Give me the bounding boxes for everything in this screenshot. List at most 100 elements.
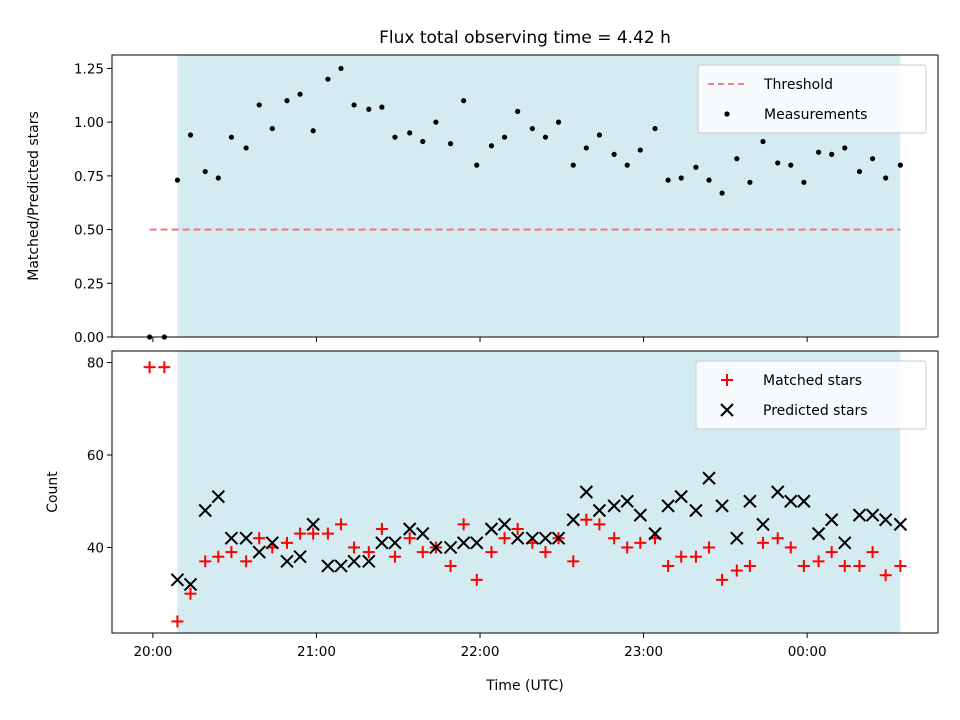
measurement-point bbox=[856, 168, 863, 175]
bottom-legend-box bbox=[695, 360, 927, 430]
matched-star-point bbox=[334, 518, 347, 531]
measurement-point bbox=[788, 162, 794, 168]
bottom-legend: Matched stars Predicted stars bbox=[695, 360, 927, 430]
predicted-star-point bbox=[347, 554, 361, 569]
matched-star-point bbox=[388, 550, 401, 563]
predicted-star-point bbox=[674, 489, 688, 504]
matched-star-point bbox=[730, 564, 743, 577]
predicted-star-point bbox=[797, 494, 811, 508]
top-y-axis-label: Matched/Predicted stars bbox=[26, 111, 42, 281]
measurement-point bbox=[611, 151, 617, 157]
measurement-point bbox=[706, 177, 712, 183]
matched-star-point bbox=[321, 527, 334, 540]
measurement-point bbox=[570, 162, 576, 168]
measurement-point bbox=[174, 177, 181, 183]
legend-measurements-label: Measurements bbox=[764, 107, 867, 123]
measurement-point bbox=[515, 108, 521, 114]
measurement-point bbox=[529, 125, 535, 132]
measurement-point bbox=[433, 119, 439, 125]
predicted-star-point bbox=[510, 531, 525, 545]
y-tick-label: 40 bbox=[87, 540, 104, 556]
measurement-point bbox=[678, 175, 684, 181]
bottom-axes-frame bbox=[111, 350, 939, 634]
measurement-point bbox=[542, 134, 549, 140]
predicted-star-point bbox=[170, 573, 185, 587]
predicted-star-point bbox=[730, 531, 744, 545]
predicted-star-point bbox=[183, 577, 198, 592]
y-tick-label: 60 bbox=[87, 448, 104, 464]
predicted-star-point bbox=[402, 522, 417, 536]
matched-star-point bbox=[294, 527, 307, 540]
measurement-point bbox=[637, 147, 643, 153]
predicted-star-point bbox=[743, 494, 757, 508]
legend-measurements-swatch bbox=[724, 111, 730, 117]
x-tick-label: 20:00 bbox=[133, 644, 172, 660]
predicted-star-point bbox=[893, 517, 908, 532]
matched-star-point bbox=[444, 559, 457, 572]
predicted-star-point bbox=[484, 522, 499, 536]
predicted-star-point bbox=[429, 540, 443, 555]
measurement-point bbox=[187, 132, 194, 138]
matched-star-point bbox=[281, 536, 294, 549]
measurement-point bbox=[366, 106, 372, 112]
y-tick-label: 0.75 bbox=[74, 169, 104, 185]
y-tick-label: 1.25 bbox=[74, 61, 104, 77]
predicted-star-point bbox=[525, 531, 540, 545]
predicted-star-point bbox=[648, 526, 662, 541]
predicted-stars-series bbox=[170, 471, 908, 592]
measurement-point bbox=[747, 179, 753, 185]
top-axes-frame bbox=[111, 54, 939, 338]
measurement-point bbox=[256, 102, 262, 108]
predicted-star-point bbox=[661, 499, 675, 513]
matched-star-point bbox=[143, 361, 156, 374]
predicted-star-point bbox=[865, 508, 880, 522]
y-tick-label: 1.00 bbox=[74, 115, 104, 131]
matched-star-point bbox=[171, 615, 184, 628]
measurement-point bbox=[583, 145, 589, 151]
predicted-star-point bbox=[592, 503, 607, 518]
measurement-point bbox=[815, 149, 822, 155]
matched-star-point bbox=[498, 532, 511, 545]
matched-star-point bbox=[689, 550, 702, 563]
predicted-star-point bbox=[456, 536, 471, 550]
measurement-point bbox=[215, 175, 221, 181]
matched-star-point bbox=[879, 569, 892, 582]
matched-star-point bbox=[199, 555, 212, 568]
top-legend-box bbox=[697, 64, 927, 134]
measurement-point bbox=[243, 145, 249, 151]
predicted-star-point bbox=[566, 513, 580, 527]
measurement-point bbox=[310, 128, 316, 134]
matched-star-point bbox=[158, 361, 171, 374]
matched-star-point bbox=[567, 555, 580, 568]
measurement-point bbox=[624, 162, 630, 168]
top-y-ticks: 0.00 0.25 0.50 0.75 1.00 1.25 bbox=[74, 61, 112, 346]
matched-star-point bbox=[784, 541, 797, 554]
predicted-star-point bbox=[607, 499, 621, 513]
measurement-point bbox=[829, 151, 835, 157]
predicted-star-point bbox=[838, 536, 852, 550]
predicted-star-point bbox=[280, 554, 294, 569]
matched-star-point bbox=[511, 522, 524, 535]
measurement-point bbox=[228, 134, 235, 140]
predicted-star-point bbox=[211, 489, 226, 504]
predicted-star-point bbox=[878, 513, 893, 527]
predicted-star-point bbox=[443, 540, 458, 555]
matched-star-point bbox=[621, 541, 634, 554]
measurement-point bbox=[420, 138, 426, 145]
y-tick-label: 0.25 bbox=[74, 276, 104, 292]
predicted-star-point bbox=[306, 517, 320, 532]
legend-predicted-label: Predicted stars bbox=[763, 403, 868, 419]
matched-star-point bbox=[771, 532, 784, 545]
matched-star-point bbox=[743, 559, 756, 572]
measurement-point bbox=[269, 125, 275, 132]
matched-star-point bbox=[608, 532, 621, 545]
matched-star-point bbox=[457, 518, 470, 531]
matched-star-point bbox=[240, 555, 253, 568]
matched-star-point bbox=[307, 527, 320, 540]
matched-star-point bbox=[812, 555, 825, 568]
measurement-point bbox=[325, 76, 331, 82]
predicted-star-point bbox=[224, 531, 239, 545]
matched-star-point bbox=[634, 536, 647, 549]
matched-star-point bbox=[348, 541, 361, 554]
predicted-star-point bbox=[497, 517, 512, 532]
